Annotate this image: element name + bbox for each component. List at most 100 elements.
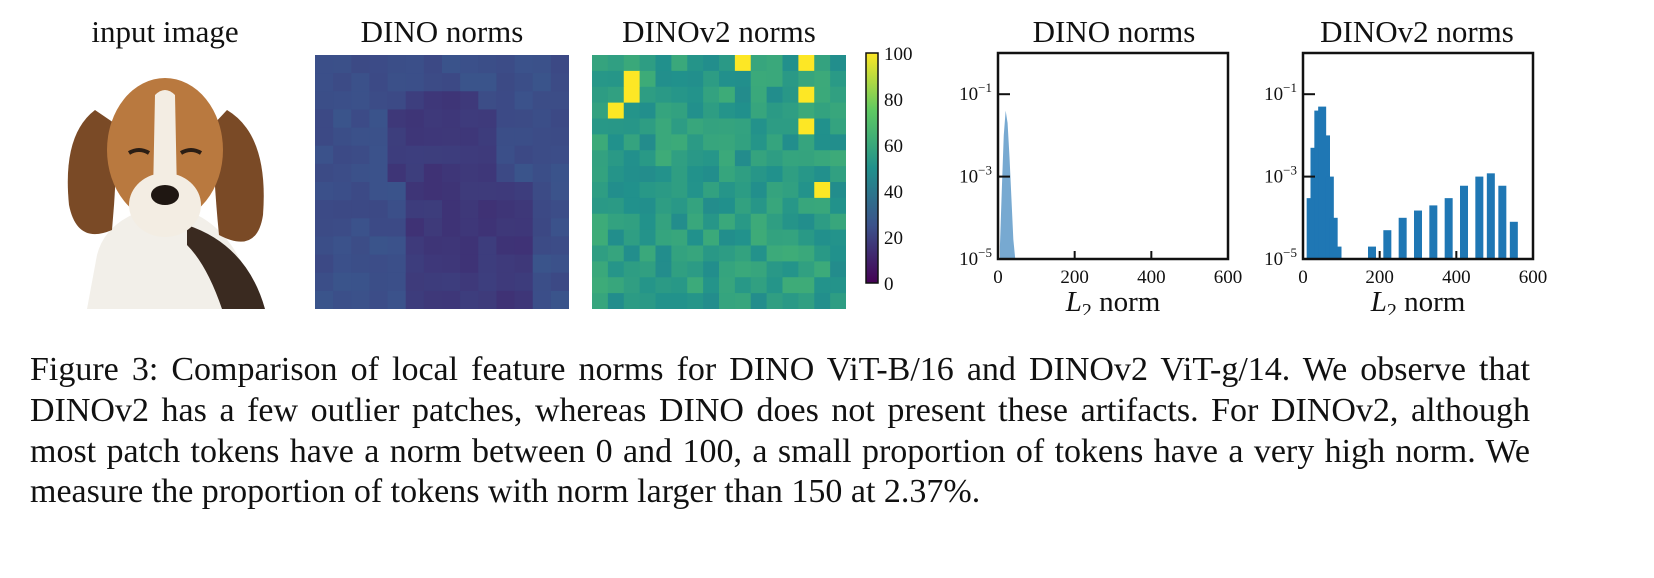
heatmap-cell xyxy=(315,127,334,147)
heatmap-cell xyxy=(814,166,831,183)
heatmap-cell xyxy=(532,91,552,110)
heatmap-cell xyxy=(592,102,609,119)
heatmap-cell xyxy=(351,236,370,256)
heatmap-cell xyxy=(623,70,641,88)
heatmap-cell xyxy=(607,277,625,294)
heatmap-cell xyxy=(478,145,497,165)
heatmap-cell xyxy=(623,150,641,167)
plot-frame xyxy=(1301,51,1535,261)
heatmap-cell xyxy=(766,277,783,294)
histogram-area xyxy=(999,110,1016,259)
heatmap-cell xyxy=(687,55,704,72)
heatmap-cell xyxy=(639,70,656,88)
heatmap-cell xyxy=(460,272,479,292)
heatmap-cell xyxy=(719,70,736,88)
heatmap-cell xyxy=(830,213,846,231)
heatmap-cell xyxy=(671,293,688,309)
heatmap-cell xyxy=(423,91,443,110)
heatmap-cell xyxy=(442,163,461,183)
heatmap-cell xyxy=(671,213,688,231)
heatmap-cell xyxy=(814,86,831,104)
heatmap-cell xyxy=(369,182,389,201)
heatmap-cell xyxy=(719,229,736,246)
heatmap-cell xyxy=(782,213,799,231)
heatmap-cell xyxy=(478,91,497,110)
x-tick-label: 400 xyxy=(1137,267,1166,288)
heatmap-cell xyxy=(369,145,389,165)
heatmap-cell xyxy=(798,197,815,215)
heatmap-cell xyxy=(387,73,407,92)
heatmap-cell xyxy=(798,166,815,183)
heatmap-cell xyxy=(592,261,609,278)
heatmap-cell xyxy=(734,245,752,262)
heatmap-cell xyxy=(460,145,479,165)
histogram-bar xyxy=(1383,230,1392,259)
heatmap-cell xyxy=(478,254,497,274)
heatmap-cell xyxy=(532,254,552,274)
heatmap-cell xyxy=(592,293,609,309)
heatmap-cell xyxy=(719,150,736,167)
heatmap-cell xyxy=(830,229,846,246)
x-axis-label: L2 norm xyxy=(1065,286,1161,315)
heatmap-cell xyxy=(333,272,352,292)
heatmap-cell xyxy=(639,134,656,151)
figure-caption: Figure 3: Comparison of local feature no… xyxy=(30,350,1530,513)
heatmap-cell xyxy=(333,218,352,237)
heatmap-cell xyxy=(623,213,641,231)
heatmap-cell xyxy=(607,261,625,278)
heatmap-cell xyxy=(405,109,425,129)
histogram-bar xyxy=(1498,185,1507,259)
heatmap-cell xyxy=(442,218,461,237)
heatmap-cell xyxy=(623,134,641,151)
heatmap-cell xyxy=(814,102,831,119)
heatmap-cell xyxy=(532,200,552,219)
heatmap-cell xyxy=(592,245,609,262)
colorbar-tick-label: 40 xyxy=(884,182,903,203)
heatmap-cell xyxy=(830,293,846,309)
heatmap-cell xyxy=(478,127,497,147)
heatmap-cell xyxy=(369,254,389,274)
heatmap-cell xyxy=(750,245,768,262)
heatmap-cell xyxy=(315,73,334,92)
heatmap-cell xyxy=(798,150,815,167)
heatmap-cell xyxy=(423,200,443,219)
heatmap-cell xyxy=(655,86,672,104)
heatmap-cell xyxy=(750,166,768,183)
heatmap-cell xyxy=(369,55,389,74)
heatmap-cell xyxy=(639,166,656,183)
heatmap-cell xyxy=(687,245,704,262)
heatmap-cell xyxy=(814,150,831,167)
heatmap-cell xyxy=(478,272,497,292)
heatmap-cell xyxy=(315,254,334,274)
heatmap-cell xyxy=(423,218,443,237)
heatmap-cell xyxy=(592,70,609,88)
heatmap-cell xyxy=(460,127,479,147)
heatmap-cell xyxy=(405,218,425,237)
heatmap-cell xyxy=(703,118,720,135)
heatmap-cell xyxy=(592,277,609,294)
heatmap-cell xyxy=(814,213,831,231)
heatmap-cell xyxy=(782,182,799,199)
heatmap-cell xyxy=(423,254,443,274)
heatmap-cell xyxy=(423,55,443,74)
heatmap-cell xyxy=(592,118,609,135)
heatmap-cell xyxy=(719,182,736,199)
heatmap-cell xyxy=(496,73,516,92)
heatmap-cell xyxy=(387,290,407,309)
heatmap-cell xyxy=(405,73,425,92)
heatmap-cell xyxy=(592,134,609,151)
heatmap-cell xyxy=(782,245,799,262)
heatmap-cell xyxy=(423,236,443,256)
heatmap-cell xyxy=(315,55,334,74)
heatmap-cell xyxy=(814,277,831,294)
heatmap-cell xyxy=(719,293,736,309)
heatmap-cell xyxy=(655,134,672,151)
heatmap-cell xyxy=(369,218,389,237)
heatmap-cell xyxy=(750,86,768,104)
heatmap-cell xyxy=(496,254,516,274)
heatmap-cell xyxy=(687,150,704,167)
heatmap-cell xyxy=(719,166,736,183)
heatmap-cell xyxy=(734,86,752,104)
heatmap-cell xyxy=(623,166,641,183)
heatmap-cell xyxy=(814,197,831,215)
